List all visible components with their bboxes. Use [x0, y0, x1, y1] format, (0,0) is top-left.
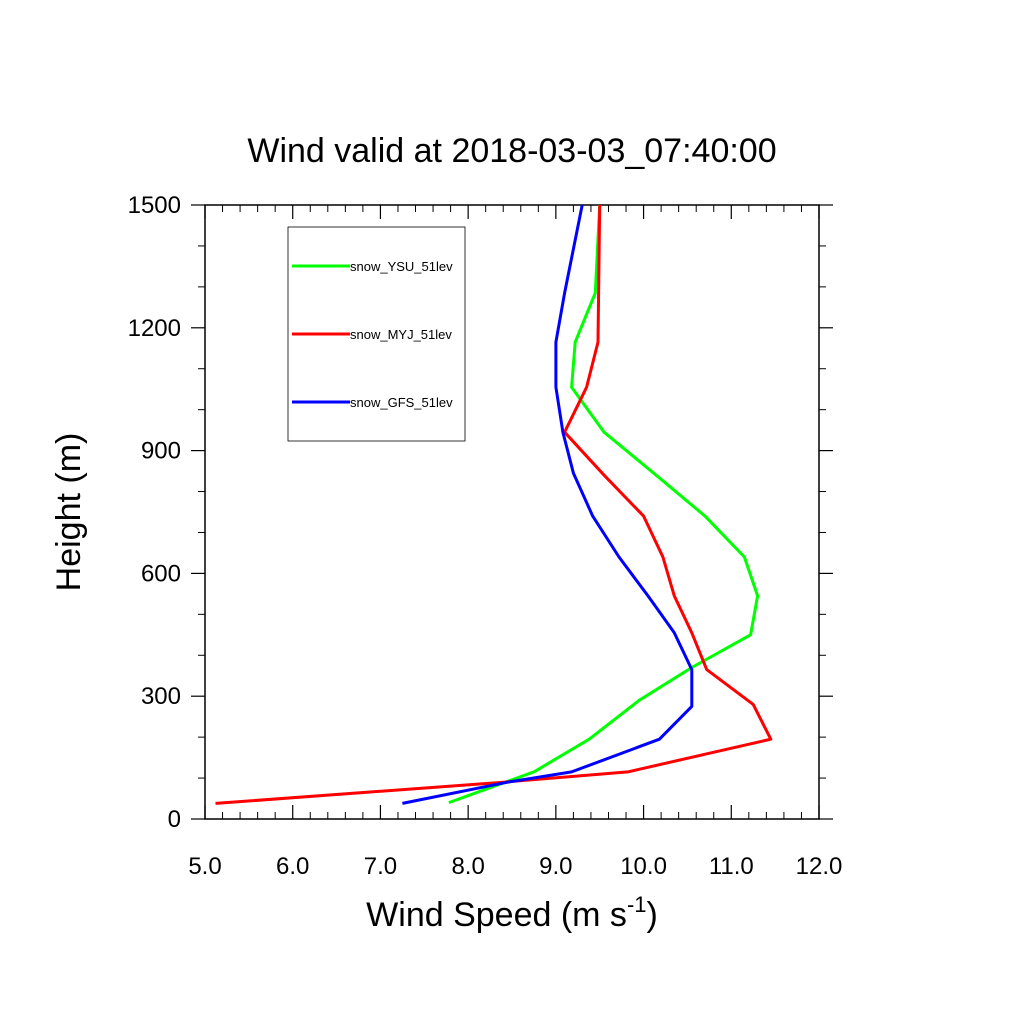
plot-area: 5.0 6.0 7.0 8.0 9.0 10.0 11.0 12.0 0 300 600 900 120… [128, 192, 843, 880]
chart-title: Wind valid at 2018-03-03_07:40:00 [247, 132, 776, 170]
plot-frame [204, 204, 820, 820]
y-tick-label: 900 [141, 438, 181, 465]
y-tick-label: 1500 [128, 192, 181, 219]
y-tick-label: 600 [141, 560, 181, 587]
series-line-snow_MYJ_51lev [215, 204, 773, 805]
x-tick-label: 5.0 [188, 853, 221, 880]
x-tick-label: 8.0 [451, 853, 484, 880]
x-tick-label: 12.0 [796, 853, 843, 880]
legend-label: snow_MYJ_51lev [350, 327, 452, 342]
axis-ticks [191, 204, 833, 820]
y-axis-label: Height (m) [50, 433, 88, 592]
y-tick-label: 300 [141, 683, 181, 710]
series-line-snow_YSU_51lev [448, 204, 760, 805]
x-tick-label: 9.0 [539, 853, 572, 880]
legend-label: snow_YSU_51lev [350, 259, 453, 274]
legend-label: snow_GFS_51lev [350, 395, 453, 410]
series-lines [215, 204, 773, 805]
x-tick-label: 10.0 [620, 853, 667, 880]
x-tick-label: 7.0 [364, 853, 397, 880]
legend: snow_YSU_51lev snow_MYJ_51lev snow_GFS_51l… [287, 226, 466, 442]
x-axis-label-suffix: ) [647, 896, 658, 934]
axis-tick-labels: 5.0 6.0 7.0 8.0 9.0 10.0 11.0 12.0 0 300 600 900 120… [128, 192, 843, 880]
x-tick-label: 6.0 [276, 853, 309, 880]
y-tick-label: 1200 [128, 315, 181, 342]
x-tick-label: 11.0 [709, 853, 754, 880]
series-line-snow_GFS_51lev [402, 204, 694, 805]
y-tick-label: 0 [168, 806, 181, 833]
x-axis-label-superscript: -1 [627, 892, 647, 917]
x-axis-label: Wind Speed (m s-1) [366, 892, 658, 934]
legend-items: snow_YSU_51lev snow_MYJ_51lev snow_GFS_51l… [292, 259, 453, 410]
